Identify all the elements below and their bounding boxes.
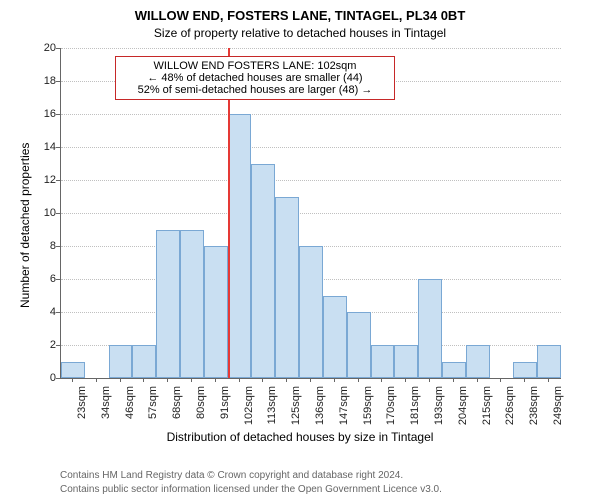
y-tick-mark [56,279,60,280]
annotation-line: WILLOW END FOSTERS LANE: 102sqm [122,60,388,72]
annotation-line: 52% of semi-detached houses are larger (… [122,84,388,96]
histogram-bar [180,230,204,379]
y-tick-label: 14 [44,141,56,153]
x-tick-mark [381,378,382,382]
histogram-bar [132,345,156,378]
histogram-bar [228,114,252,378]
y-tick-mark [56,180,60,181]
x-tick-mark [239,378,240,382]
histogram-bar [323,296,347,379]
x-tick-mark [477,378,478,382]
x-tick-mark [96,378,97,382]
histogram-bar [347,312,371,378]
y-tick-label: 16 [44,108,56,120]
histogram-bar [61,362,85,379]
histogram-bar [418,279,442,378]
grid-line [61,48,561,50]
y-tick-label: 18 [44,75,56,87]
x-tick-mark [310,378,311,382]
x-tick-mark [500,378,501,382]
x-tick-mark [262,378,263,382]
grid-line [61,180,561,182]
histogram-bar [513,362,537,379]
y-tick-label: 20 [44,42,56,54]
histogram-bar [275,197,299,379]
histogram-bar [394,345,418,378]
annotation-box: WILLOW END FOSTERS LANE: 102sqm← 48% of … [115,56,395,100]
histogram-bar [466,345,490,378]
histogram-bar [156,230,180,379]
annotation-line: ← 48% of detached houses are smaller (44… [122,72,388,84]
grid-line [61,114,561,116]
y-tick-mark [56,81,60,82]
x-tick-mark [524,378,525,382]
histogram-bar [371,345,395,378]
x-tick-mark [429,378,430,382]
x-tick-mark [405,378,406,382]
y-tick-mark [56,345,60,346]
y-tick-mark [56,48,60,49]
y-tick-mark [56,312,60,313]
x-tick-mark [548,378,549,382]
x-tick-mark [334,378,335,382]
footer-license: Contains public sector information licen… [60,484,442,495]
histogram-bar [299,246,323,378]
y-tick-mark [56,378,60,379]
y-tick-label: 12 [44,174,56,186]
x-tick-mark [120,378,121,382]
grid-line [61,147,561,149]
histogram-bar [109,345,133,378]
x-tick-mark [286,378,287,382]
x-tick-mark [72,378,73,382]
histogram-bar [537,345,561,378]
y-tick-mark [56,147,60,148]
histogram-bar [204,246,228,378]
y-tick-label: 10 [44,207,56,219]
y-tick-mark [56,246,60,247]
chart-title: WILLOW END, FOSTERS LANE, TINTAGEL, PL34… [0,8,600,23]
histogram-bar [442,362,466,379]
x-tick-mark [215,378,216,382]
histogram-bar [251,164,275,379]
y-tick-mark [56,213,60,214]
x-tick-mark [143,378,144,382]
x-tick-mark [453,378,454,382]
footer-copyright: Contains HM Land Registry data © Crown c… [60,470,403,481]
chart-subtitle: Size of property relative to detached ho… [0,26,600,40]
y-tick-mark [56,114,60,115]
x-tick-mark [358,378,359,382]
x-tick-mark [167,378,168,382]
x-axis-label: Distribution of detached houses by size … [0,430,600,444]
y-axis-label: Number of detached properties [18,143,32,308]
grid-line [61,213,561,215]
x-tick-mark [191,378,192,382]
